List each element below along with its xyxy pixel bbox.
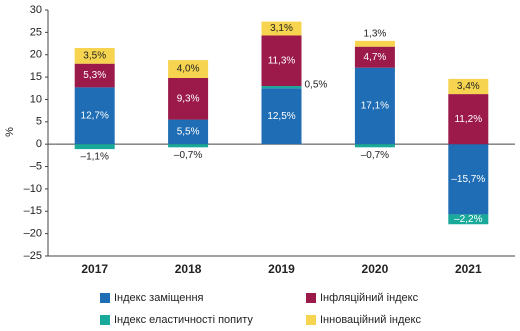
bar-segment: [354, 40, 395, 47]
bar-segment: [261, 88, 302, 145]
y-tick-label: –15: [24, 205, 42, 217]
bar-segment: [168, 144, 209, 148]
value-label: 9,3%: [177, 93, 200, 104]
value-label: 5,3%: [83, 70, 106, 81]
bar-segment: [74, 48, 115, 64]
bar-segment: [168, 60, 209, 78]
x-tick-label: 2018: [175, 262, 202, 276]
y-tick-label: 5: [36, 116, 42, 128]
bar-segment: [168, 119, 209, 145]
value-label: 11,2%: [454, 114, 482, 125]
bar-segment: [448, 94, 489, 145]
bar-segment: [74, 63, 115, 88]
legend-label: Індекс заміщення: [114, 292, 204, 304]
bar-segment: [448, 144, 489, 215]
y-tick-label: 15: [30, 71, 42, 83]
bar-segment: [354, 46, 395, 68]
value-label: 4,7%: [364, 52, 387, 63]
bar-segment: [448, 214, 489, 225]
y-tick-label: 10: [30, 93, 42, 105]
y-tick-label: 0: [36, 138, 42, 150]
y-tick-label: 30: [30, 4, 42, 16]
x-tick-label: 2017: [81, 262, 108, 276]
value-label: 12,7%: [81, 110, 109, 121]
value-label: –0,7%: [361, 150, 389, 161]
legend-label: Інноваційний індекс: [320, 314, 421, 326]
bar-segment: [261, 86, 302, 89]
value-label: 1,3%: [364, 29, 387, 40]
value-label: 4,0%: [177, 64, 200, 75]
value-label: 17,1%: [361, 101, 389, 112]
bar-segment: [168, 77, 209, 120]
value-label: –0,7%: [174, 150, 202, 161]
value-label: 3,4%: [457, 81, 480, 92]
bar-segment: [74, 144, 115, 150]
y-tick-label: –25: [24, 250, 42, 262]
legend-label: Індекс еластичності попиту: [114, 314, 253, 326]
y-axis-label: %: [4, 127, 16, 137]
value-label: –15,7%: [451, 174, 485, 185]
bar-segment: [354, 67, 395, 145]
bar-segment: [448, 78, 489, 95]
x-tick-label: 2021: [455, 262, 482, 276]
y-tick-label: 20: [30, 49, 42, 61]
value-label: 3,1%: [270, 23, 293, 34]
legend-label: Інфляційний індекс: [320, 292, 419, 304]
value-label: –2,2%: [454, 214, 482, 225]
y-tick-label: –20: [24, 228, 42, 240]
value-label: –1,1%: [81, 152, 109, 163]
bar-segment: [261, 21, 302, 36]
value-label: 5,5%: [177, 127, 200, 138]
value-label: 3,5%: [83, 50, 106, 61]
value-label: 0,5%: [305, 80, 328, 91]
legend-swatch: [306, 293, 316, 303]
value-label: 12,5%: [267, 111, 295, 122]
y-tick-label: –5: [30, 160, 42, 172]
x-tick-label: 2019: [268, 262, 295, 276]
bar-segment: [354, 144, 395, 148]
legend-swatch: [100, 293, 110, 303]
bar-segment: [261, 35, 302, 87]
bar-segment: [74, 87, 115, 145]
x-tick-label: 2020: [362, 262, 389, 276]
value-label: 11,3%: [268, 55, 296, 66]
legend-swatch: [100, 315, 110, 325]
legend-swatch: [306, 315, 316, 325]
y-tick-label: –10: [24, 183, 42, 195]
y-tick-label: 25: [30, 26, 42, 38]
